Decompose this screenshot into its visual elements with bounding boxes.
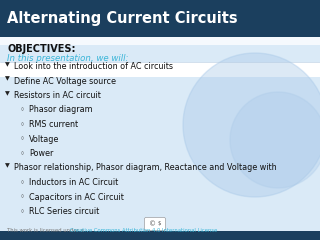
Text: In this presentation, we will:: In this presentation, we will:: [7, 54, 128, 63]
Bar: [0, 37, 320, 231]
Text: Phasor diagram: Phasor diagram: [29, 106, 92, 114]
Circle shape: [230, 92, 320, 188]
Text: ◦: ◦: [20, 207, 25, 216]
Text: ◦: ◦: [20, 178, 25, 187]
Text: ◦: ◦: [20, 134, 25, 144]
FancyBboxPatch shape: [145, 217, 165, 230]
Text: Look into the introduction of AC circuits: Look into the introduction of AC circuit…: [14, 62, 173, 71]
Text: Phasor relationship, Phasor diagram, Reactance and Voltage with: Phasor relationship, Phasor diagram, Rea…: [14, 163, 276, 173]
Text: Creative Commons Attribution 4.0 International License: Creative Commons Attribution 4.0 Interna…: [70, 228, 217, 233]
Text: Power: Power: [29, 149, 53, 158]
Circle shape: [183, 53, 320, 197]
Text: Voltage: Voltage: [29, 134, 60, 144]
Text: Alternating Current Circuits: Alternating Current Circuits: [7, 11, 238, 26]
Bar: [0, 0, 320, 37]
Text: Define AC Voltage source: Define AC Voltage source: [14, 77, 116, 85]
Text: OBJECTIVES:: OBJECTIVES:: [7, 44, 76, 54]
Text: $: $: [157, 222, 161, 227]
Text: ▼: ▼: [5, 91, 10, 96]
Text: ▼: ▼: [5, 77, 10, 82]
Text: ◦: ◦: [20, 120, 25, 129]
Bar: [0, 37, 320, 45]
Text: Resistors in AC circuit: Resistors in AC circuit: [14, 91, 101, 100]
Bar: [0, 62, 320, 77]
Text: Capacitors in AC Circuit: Capacitors in AC Circuit: [29, 192, 124, 202]
Text: ◦: ◦: [20, 192, 25, 202]
Text: ▼: ▼: [5, 163, 10, 168]
Text: ▼: ▼: [5, 62, 10, 67]
Text: ◦: ◦: [20, 149, 25, 158]
Text: ◦: ◦: [20, 106, 25, 114]
Text: Inductors in AC Circuit: Inductors in AC Circuit: [29, 178, 118, 187]
Bar: [0, 231, 320, 240]
Bar: [0, 37, 320, 240]
Text: RMS current: RMS current: [29, 120, 78, 129]
Text: ©: ©: [149, 221, 156, 227]
Text: This work is licensed under a: This work is licensed under a: [7, 228, 85, 233]
Text: RLC Series circuit: RLC Series circuit: [29, 207, 99, 216]
